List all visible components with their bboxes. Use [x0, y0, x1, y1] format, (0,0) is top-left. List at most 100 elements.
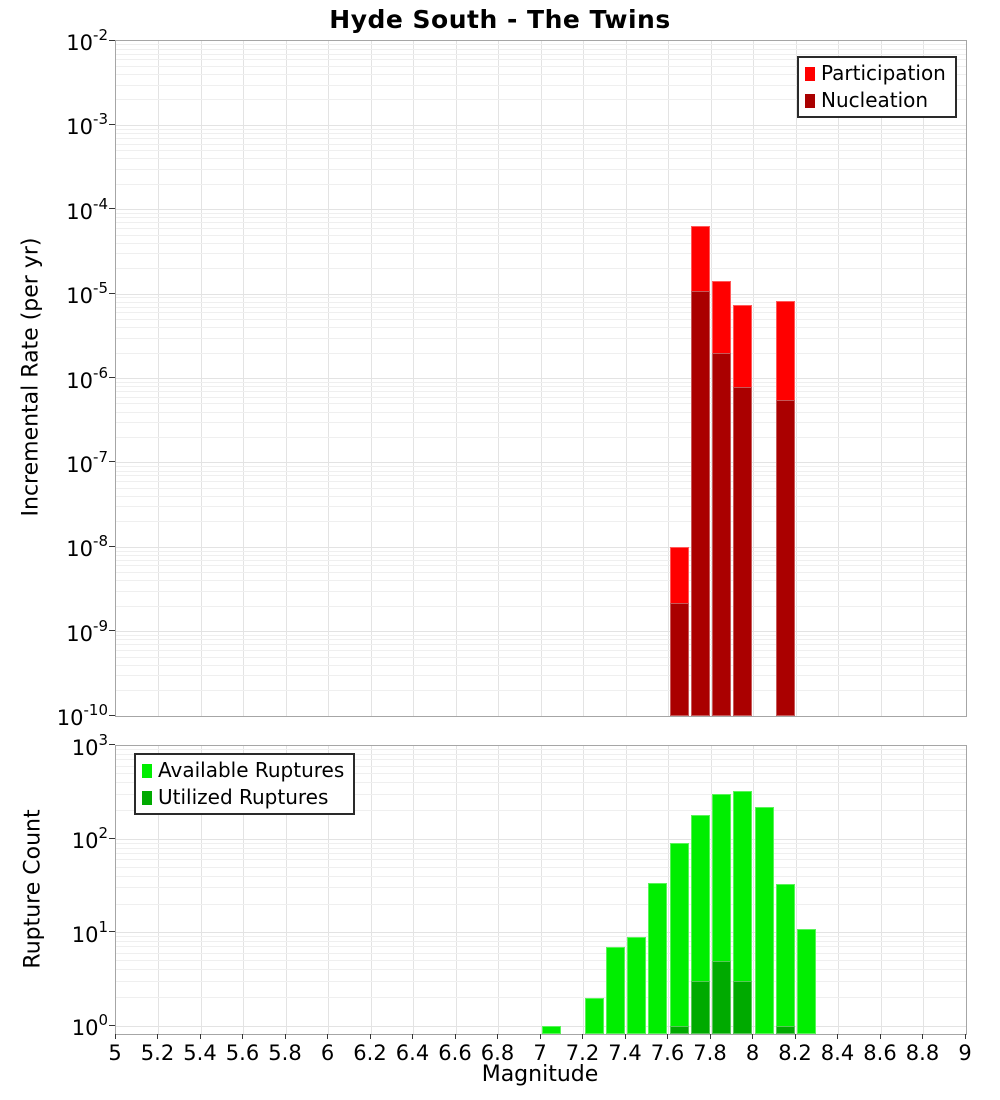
y-tick-label: 101 [71, 917, 108, 947]
x-tick-label: 8.6 [863, 1041, 897, 1065]
minor-gridline [116, 656, 966, 658]
minor-gridline [116, 386, 966, 388]
bar-available-ruptures-7.9 [733, 790, 753, 1034]
minor-gridline [116, 605, 966, 607]
y-tick-mark [109, 837, 115, 839]
x-tick-mark [879, 1034, 881, 1039]
minor-gridline [116, 773, 966, 775]
y-tick-label: 100 [71, 1011, 108, 1040]
minor-gridline [116, 44, 966, 46]
bar-available-ruptures-8.1 [775, 884, 795, 1034]
x-tick-label: 6.4 [395, 1041, 430, 1065]
minor-gridline [116, 403, 966, 405]
minor-gridline [116, 506, 966, 508]
minor-gridline [116, 980, 966, 982]
minor-gridline [116, 847, 966, 849]
minor-gridline [116, 391, 966, 393]
bar-available-ruptures-8.2 [797, 928, 817, 1034]
major-gridline [116, 838, 966, 840]
minor-gridline [116, 396, 966, 398]
minor-gridline [116, 997, 966, 999]
x-tick-mark [327, 1034, 328, 1039]
minor-gridline [116, 268, 966, 270]
x-tick-mark [199, 1034, 201, 1039]
x-tick-mark [454, 1034, 456, 1039]
minor-gridline [116, 133, 966, 135]
minor-gridline [116, 217, 966, 219]
y-tick-label: 10-4 [66, 194, 108, 224]
legend-label-available-ruptures: Available Ruptures [158, 758, 345, 782]
minor-gridline [116, 475, 966, 477]
minor-gridline [116, 422, 966, 424]
minor-gridline [116, 137, 966, 139]
minor-gridline [116, 222, 966, 224]
y-tick-mark [109, 931, 115, 932]
minor-gridline [116, 852, 966, 854]
x-tick-mark [114, 1034, 116, 1039]
x-tick-label: 5.4 [183, 1041, 217, 1065]
vertical-gridline [455, 746, 457, 1034]
x-tick-mark [582, 1034, 583, 1039]
bar-available-ruptures-7.7 [690, 815, 710, 1034]
x-tick-label: 5.2 [140, 1041, 175, 1065]
x-tick-label: 7.8 [693, 1041, 727, 1065]
legend-item-utilized-ruptures: Utilized Ruptures [142, 785, 344, 810]
bar-utilized-ruptures-8.1 [775, 1026, 795, 1034]
minor-gridline [116, 158, 966, 160]
major-gridline [116, 462, 966, 464]
minor-gridline [116, 74, 966, 76]
x-tick-label: 5.6 [225, 1041, 260, 1065]
x-tick-mark [497, 1034, 498, 1039]
minor-gridline [116, 866, 966, 868]
bar-available-ruptures-7.0 [542, 1026, 562, 1034]
x-tick-mark [794, 1034, 796, 1039]
minor-gridline [116, 946, 966, 948]
minor-gridline [116, 649, 966, 651]
bar-available-ruptures-7.4 [627, 936, 647, 1034]
minor-gridline [116, 690, 966, 692]
bar-available-ruptures-8.0 [754, 806, 774, 1034]
bar-available-ruptures-7.2 [584, 997, 604, 1034]
x-tick-mark [922, 1034, 923, 1039]
minor-gridline [116, 99, 966, 101]
nucleation-swatch-icon [805, 93, 815, 108]
major-gridline [116, 631, 966, 633]
legend-label-utilized-ruptures: Utilized Ruptures [158, 785, 329, 809]
vertical-gridline [795, 746, 797, 1034]
vertical-gridline [498, 746, 499, 1034]
x-tick-label: 6.8 [480, 1041, 515, 1065]
minor-gridline [116, 352, 966, 354]
y-tick-label: 10-7 [66, 447, 108, 477]
minor-gridline [116, 793, 966, 795]
minor-gridline [116, 143, 966, 145]
y-tick-label: 10-5 [66, 279, 108, 309]
minor-gridline [116, 759, 966, 761]
x-tick-label: 7.6 [650, 1041, 685, 1065]
minor-gridline [116, 559, 966, 561]
minor-gridline [116, 810, 966, 812]
available-ruptures-swatch-icon [142, 763, 152, 778]
minor-gridline [116, 227, 966, 229]
bar-nucleation-7.7 [690, 290, 710, 716]
x-tick-mark [752, 1034, 753, 1039]
minor-gridline [116, 470, 966, 472]
x-tick-label: 8.8 [905, 1041, 940, 1065]
y-tick-label: 10-3 [66, 110, 108, 140]
y-tick-label: 10-6 [66, 363, 108, 393]
vertical-gridline [158, 746, 159, 1034]
minor-gridline [116, 53, 966, 55]
page-title: Hyde South - The Twins [329, 5, 671, 34]
minor-gridline [116, 887, 966, 889]
minor-gridline [116, 572, 966, 574]
utilized-ruptures-swatch-icon [142, 790, 152, 805]
x-tick-mark [837, 1034, 838, 1039]
minor-gridline [116, 634, 966, 636]
y-tick-mark [109, 208, 115, 210]
minor-gridline [116, 436, 966, 438]
vertical-gridline [710, 746, 712, 1034]
y-tick-mark [109, 123, 115, 125]
vertical-gridline [838, 746, 839, 1034]
minor-gridline [116, 411, 966, 413]
bar-available-ruptures-7.6 [669, 843, 689, 1034]
